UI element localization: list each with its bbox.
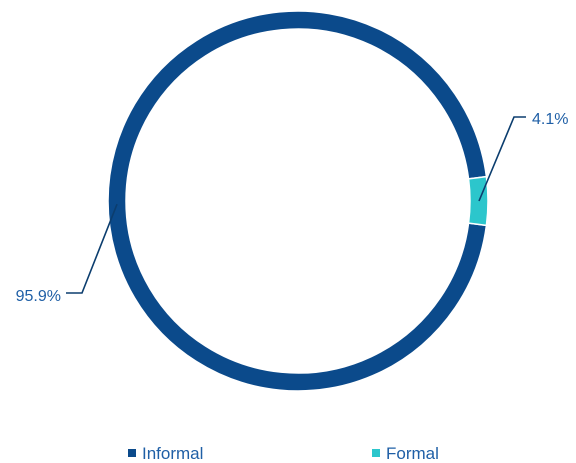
legend: Informal Formal: [128, 444, 439, 463]
legend-swatch-informal: [128, 449, 136, 457]
leader-line-informal: [66, 203, 118, 294]
legend-swatch-formal: [372, 449, 380, 457]
legend-label-informal: Informal: [142, 444, 203, 463]
legend-label-formal: Formal: [386, 444, 439, 463]
label-leader-lines: [66, 116, 526, 294]
data-label-formal: 4.1%: [532, 111, 568, 128]
slice-informal: [107, 10, 488, 392]
data-label-informal: 95.9%: [16, 288, 61, 305]
slice-formal: [467, 175, 489, 227]
chart-slices: [107, 10, 489, 392]
leader-line-formal: [478, 116, 526, 202]
